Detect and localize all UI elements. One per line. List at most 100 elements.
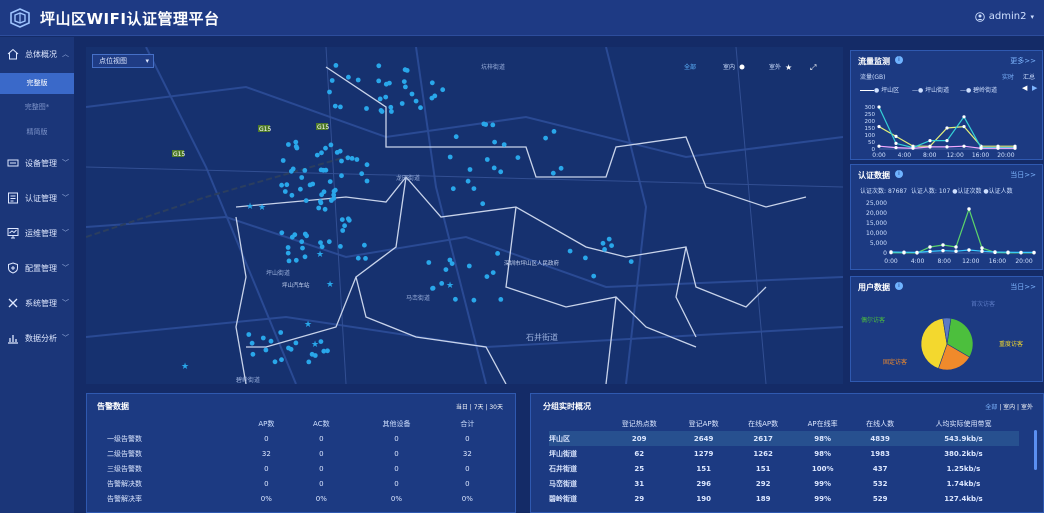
ap-point[interactable] xyxy=(426,260,432,265)
ap-point[interactable] xyxy=(429,95,435,101)
sidebar-item-overview[interactable]: 总体概况 ︿ xyxy=(0,43,74,65)
scrollbar[interactable] xyxy=(1034,430,1037,470)
ap-point[interactable] xyxy=(628,259,634,264)
ap-point[interactable] xyxy=(339,217,345,223)
group-filter-all[interactable]: 全部 xyxy=(985,404,998,411)
ap-point[interactable] xyxy=(491,165,497,171)
map-view[interactable]: ★ ★ ★ ★ ★ ★ ★ ★ 坑梓街道 坪山街道 龙田街道 石井街道 马峦街道 碧岭街道 G… xyxy=(86,47,843,384)
ap-point[interactable] xyxy=(383,94,389,100)
ap-point[interactable] xyxy=(318,240,323,246)
traffic-more-link[interactable]: 更多>> xyxy=(1010,57,1036,65)
ap-point[interactable] xyxy=(289,192,295,198)
ap-point[interactable] xyxy=(318,339,324,344)
ap-point[interactable] xyxy=(302,254,308,260)
ap-point[interactable] xyxy=(467,167,473,172)
ap-point[interactable] xyxy=(453,296,458,302)
ap-point[interactable] xyxy=(329,78,335,83)
ap-point[interactable] xyxy=(355,255,361,261)
ap-point[interactable] xyxy=(364,106,369,111)
ap-point[interactable] xyxy=(293,257,299,263)
ap-point[interactable] xyxy=(282,189,288,194)
ap-point[interactable] xyxy=(355,77,361,83)
ap-point[interactable] xyxy=(379,109,385,114)
ap-point[interactable] xyxy=(480,201,486,207)
ap-point[interactable] xyxy=(345,155,351,161)
ap-point[interactable] xyxy=(250,351,256,357)
ap-point[interactable] xyxy=(286,345,291,351)
ap-point[interactable] xyxy=(331,192,337,198)
outdoor-ap-star[interactable]: ★ xyxy=(326,280,334,290)
ap-point[interactable] xyxy=(303,198,309,204)
outdoor-ap-star[interactable]: ★ xyxy=(246,202,254,212)
ap-point[interactable] xyxy=(376,78,382,84)
ap-point[interactable] xyxy=(322,206,328,212)
ap-point[interactable] xyxy=(490,270,496,275)
ap-point[interactable] xyxy=(280,158,286,163)
view-select[interactable]: 点位视图 ▾ xyxy=(92,54,154,68)
ap-point[interactable] xyxy=(316,205,322,211)
ap-point[interactable] xyxy=(418,105,423,111)
legend-prev-icon[interactable]: ◀ xyxy=(1022,84,1028,92)
ap-point[interactable] xyxy=(321,167,326,173)
ap-point[interactable] xyxy=(299,175,305,180)
ap-point[interactable] xyxy=(465,178,471,184)
ap-point[interactable] xyxy=(339,173,344,179)
outdoor-ap-star[interactable]: ★ xyxy=(304,320,312,330)
ap-point[interactable] xyxy=(364,162,370,168)
ap-point[interactable] xyxy=(338,244,343,249)
ap-point[interactable] xyxy=(278,330,284,335)
fullscreen-icon[interactable]: ⤢ xyxy=(809,63,816,72)
ap-point[interactable] xyxy=(409,91,415,97)
ap-point[interactable] xyxy=(583,255,588,261)
ap-point[interactable] xyxy=(364,178,370,184)
ap-point[interactable] xyxy=(388,104,394,110)
ap-point[interactable] xyxy=(279,182,284,188)
filter-outdoor[interactable]: 室外 xyxy=(769,63,781,71)
ap-point[interactable] xyxy=(260,335,266,341)
ap-point[interactable] xyxy=(447,257,453,263)
ap-point[interactable] xyxy=(354,157,360,162)
ap-point[interactable] xyxy=(312,353,318,358)
ap-point[interactable] xyxy=(333,63,339,68)
auth-today-link[interactable]: 当日>> xyxy=(1010,171,1036,179)
ap-point[interactable] xyxy=(515,155,521,160)
sidebar-item-device[interactable]: 设备管理 ﹀ xyxy=(0,152,74,174)
ap-point[interactable] xyxy=(338,104,343,110)
ap-point[interactable] xyxy=(306,359,312,365)
ap-point[interactable] xyxy=(362,242,367,248)
ap-point[interactable] xyxy=(326,239,332,245)
tab-7days[interactable]: 7天 xyxy=(473,404,484,411)
ap-point[interactable] xyxy=(293,144,299,149)
ap-point[interactable] xyxy=(289,234,295,240)
ap-point[interactable] xyxy=(484,157,490,162)
traffic-realtime-toggle[interactable]: 实时 xyxy=(1001,74,1014,81)
filter-indoor[interactable]: 室内 xyxy=(723,63,735,71)
ap-point[interactable] xyxy=(543,135,548,141)
ap-point[interactable] xyxy=(401,79,407,84)
ap-point[interactable] xyxy=(413,98,419,104)
ap-point[interactable] xyxy=(346,74,351,80)
ap-point[interactable] xyxy=(327,89,332,95)
ap-point[interactable] xyxy=(331,195,337,201)
ap-point[interactable] xyxy=(609,243,614,249)
ap-point[interactable] xyxy=(318,199,323,204)
ap-point[interactable] xyxy=(449,261,455,266)
ap-point[interactable] xyxy=(376,63,382,69)
ap-point[interactable] xyxy=(471,186,477,192)
district-map[interactable]: ★ ★ ★ ★ ★ ★ ★ ★ 坑梓街道 坪山街道 龙田街道 石井街道 马峦街道 碧岭街道 G… xyxy=(86,47,843,384)
ap-point[interactable] xyxy=(319,244,325,250)
ap-point[interactable] xyxy=(293,139,299,145)
ap-point[interactable] xyxy=(551,129,557,134)
ap-point[interactable] xyxy=(399,101,405,106)
ap-point[interactable] xyxy=(342,223,347,229)
ap-point[interactable] xyxy=(298,186,303,192)
ap-point[interactable] xyxy=(359,171,365,177)
table-row[interactable]: 坪山区 209 2649 2617 98% 4839 543.9kb/s xyxy=(549,431,1019,446)
ap-point[interactable] xyxy=(490,122,496,128)
ap-point[interactable] xyxy=(567,248,573,254)
ap-point[interactable] xyxy=(340,228,346,233)
ap-point[interactable] xyxy=(363,256,368,261)
ap-point[interactable] xyxy=(302,168,308,173)
table-row[interactable]: 马峦街道 31 296 292 99% 532 1.74kb/s xyxy=(549,476,1019,491)
ap-point[interactable] xyxy=(334,150,340,155)
